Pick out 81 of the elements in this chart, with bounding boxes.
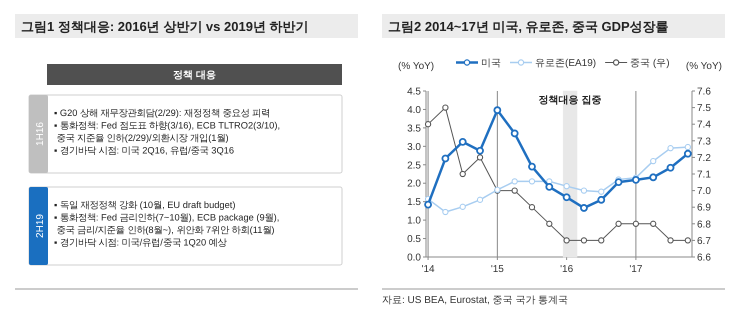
legend-label: 중국 (우) <box>630 58 670 69</box>
y-tick-label: 3.5 <box>407 123 422 134</box>
point <box>512 187 518 194</box>
point <box>598 237 604 244</box>
point <box>476 196 484 203</box>
point <box>580 187 588 194</box>
point <box>667 145 674 152</box>
point <box>441 154 450 162</box>
point <box>580 237 588 244</box>
x-tick-label: '16 <box>560 264 574 275</box>
point <box>684 237 691 244</box>
y2-tick-label: 7.6 <box>697 86 712 98</box>
point <box>650 220 656 227</box>
x-tick-label: '15 <box>490 264 504 275</box>
y2-tick-label: 7.0 <box>697 186 712 198</box>
point <box>684 150 692 158</box>
y-tick-label: 2.5 <box>407 160 422 172</box>
chart-title: 그림2 2014~17년 미국, 유로존, 중국 GDP성장률 <box>388 19 669 34</box>
point <box>650 158 656 164</box>
y2-tick-label: 7.5 <box>697 103 712 114</box>
point <box>684 144 691 150</box>
legend-label: 유로존(EA19) <box>535 58 596 69</box>
band-label: 정책대응 집중 <box>538 95 602 106</box>
point <box>460 204 466 210</box>
text: ▪ 독일 재정정책 강화 (10월, EU draft budget) ▪ 통화정책: Fed 금리인하(7~10월), ECB package (9월), 중국 금리/지준율 인하(8월~), 위안화 7위안 하회(11월) ▪ 경기바닥 시점: 미국/유럽/중국 1Q20 예상 <box>54 200 280 248</box>
y-axis-title: (% YoY) <box>398 61 434 72</box>
point <box>442 208 449 216</box>
point <box>528 204 536 210</box>
point <box>580 204 588 212</box>
point <box>546 220 552 227</box>
text: 자료: US BEA, Eurostat, 중국 국가 통계국 <box>382 295 568 306</box>
text: 그림1 정책대응: 2016년 상반기 vs 2019년 하반기 <box>21 19 309 34</box>
y-tick-label: 0.5 <box>407 234 422 246</box>
y-tick-label: 4.5 <box>407 86 422 98</box>
point <box>512 178 518 185</box>
y2-tick-label: 7.2 <box>697 152 712 164</box>
point <box>528 162 536 171</box>
point <box>562 193 571 202</box>
y-tick-label: 1.0 <box>407 216 422 227</box>
point <box>667 237 674 244</box>
category-label: 1H16 <box>35 122 46 146</box>
point <box>598 188 604 195</box>
y2-tick-label: 6.6 <box>697 252 712 264</box>
x-tick-label: '17 <box>629 264 643 275</box>
x-tick-label: '14 <box>422 264 436 275</box>
point <box>528 178 536 185</box>
point <box>563 237 570 244</box>
point <box>615 220 622 227</box>
text: 정책 대응 <box>173 70 216 81</box>
y2-axis-title: (% YoY) <box>686 61 722 72</box>
point <box>476 146 484 155</box>
point <box>545 183 554 191</box>
y-tick-label: 1.5 <box>407 197 422 208</box>
point <box>476 154 484 161</box>
y2-tick-label: 6.9 <box>697 202 712 214</box>
y-tick-label: 3.0 <box>407 142 422 153</box>
point <box>632 220 640 227</box>
category-label: 2H19 <box>35 214 46 238</box>
point <box>632 176 640 184</box>
point <box>510 130 519 138</box>
y-tick-label: 0.0 <box>407 252 422 264</box>
y2-tick-label: 6.7 <box>697 236 712 247</box>
y-tick-label: 2.0 <box>407 178 422 190</box>
y2-tick-label: 7.4 <box>697 120 712 131</box>
point <box>597 196 606 204</box>
point <box>614 178 622 186</box>
y2-tick-label: 7.3 <box>697 136 712 148</box>
y-tick-label: 4.0 <box>407 104 422 116</box>
point <box>424 200 432 209</box>
legend-label: 미국 <box>481 58 501 69</box>
point <box>493 106 502 114</box>
text: ▪ G20 상해 재무장관회담(2/29): 재정정책 중요성 피력 ▪ 통화정책: Fed 점도표 하향(3/16), ECB TLTRO2(3/10), 중국 지준율 인하(2/29)/외환시장 개입(1월) ▪ 경기바닥 시점: 미국 2Q16, 유럽/중국 3Q16 <box>54 108 280 156</box>
point <box>424 121 432 128</box>
point <box>460 170 466 178</box>
point <box>442 104 449 111</box>
point <box>649 173 658 182</box>
point <box>666 164 674 172</box>
y2-tick-label: 7.1 <box>697 170 712 180</box>
point <box>563 183 570 190</box>
point <box>458 138 467 146</box>
y2-tick-label: 6.8 <box>697 219 712 230</box>
